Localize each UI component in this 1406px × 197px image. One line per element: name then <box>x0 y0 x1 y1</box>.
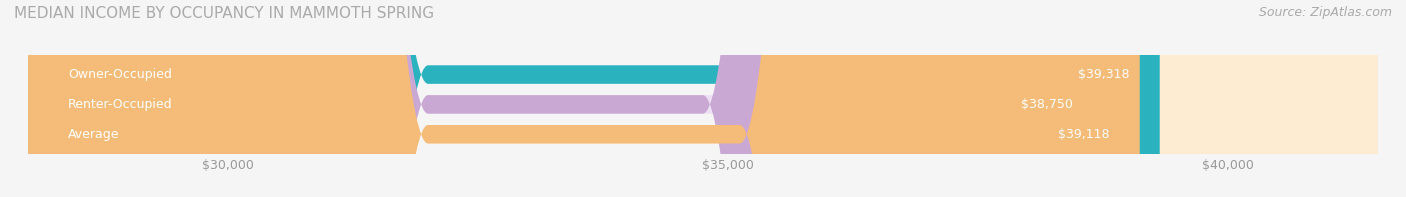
Text: $39,318: $39,318 <box>1078 68 1130 81</box>
Text: $39,118: $39,118 <box>1059 128 1109 141</box>
FancyBboxPatch shape <box>28 0 1102 197</box>
Text: Average: Average <box>67 128 120 141</box>
Text: Owner-Occupied: Owner-Occupied <box>67 68 172 81</box>
FancyBboxPatch shape <box>28 0 1378 197</box>
FancyBboxPatch shape <box>28 0 1140 197</box>
FancyBboxPatch shape <box>28 0 1378 197</box>
Text: MEDIAN INCOME BY OCCUPANCY IN MAMMOTH SPRING: MEDIAN INCOME BY OCCUPANCY IN MAMMOTH SP… <box>14 6 434 21</box>
FancyBboxPatch shape <box>28 0 1160 197</box>
FancyBboxPatch shape <box>28 0 1378 197</box>
Text: Renter-Occupied: Renter-Occupied <box>67 98 173 111</box>
Text: $38,750: $38,750 <box>1021 98 1073 111</box>
Text: Source: ZipAtlas.com: Source: ZipAtlas.com <box>1258 6 1392 19</box>
